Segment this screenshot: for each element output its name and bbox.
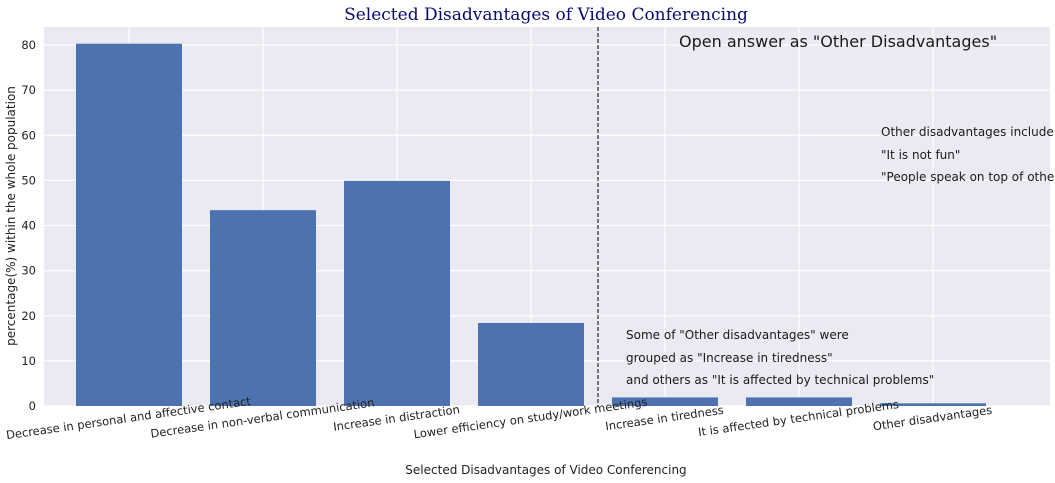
annotation-other-list-line: "People speak on top of others" [881,170,1055,184]
annotation-grouped-note-line: and others as "It is affected by technic… [626,373,934,387]
y-tick-label: 60 [21,128,36,142]
y-tick-label: 50 [21,173,36,187]
bar [746,397,852,406]
annotation-other-list-line: "It is not fun" [881,148,960,162]
y-tick-label: 40 [21,219,36,233]
y-tick-label: 10 [21,354,36,368]
annotation-grouped-note-line: grouped as "Increase in tiredness" [626,351,833,365]
y-tick-label: 80 [21,38,36,52]
annotation-other-list-line: Other disadvantages include: [881,125,1055,139]
y-tick-label: 0 [29,399,36,413]
bars [76,43,986,407]
bar [210,210,316,406]
annotation-open-answer-title: Open answer as "Other Disadvantages" [679,32,997,51]
y-axis-label: percentage(%) within the whole populatio… [4,86,18,346]
x-axis-label: Selected Disadvantages of Video Conferen… [405,463,686,477]
y-tick-label: 30 [21,264,36,278]
annotation-grouped-note-line: Some of "Other disadvantages" were [626,328,849,342]
y-tick-label: 70 [21,83,36,97]
bar [76,43,182,407]
bar [612,397,718,406]
chart-title: Selected Disadvantages of Video Conferen… [344,5,748,25]
y-tick-label: 20 [21,309,36,323]
bar [880,403,986,406]
bar [344,180,450,406]
bar [478,322,584,406]
y-tick-labels: 0 10 20 30 40 50 60 70 80 [21,38,36,413]
